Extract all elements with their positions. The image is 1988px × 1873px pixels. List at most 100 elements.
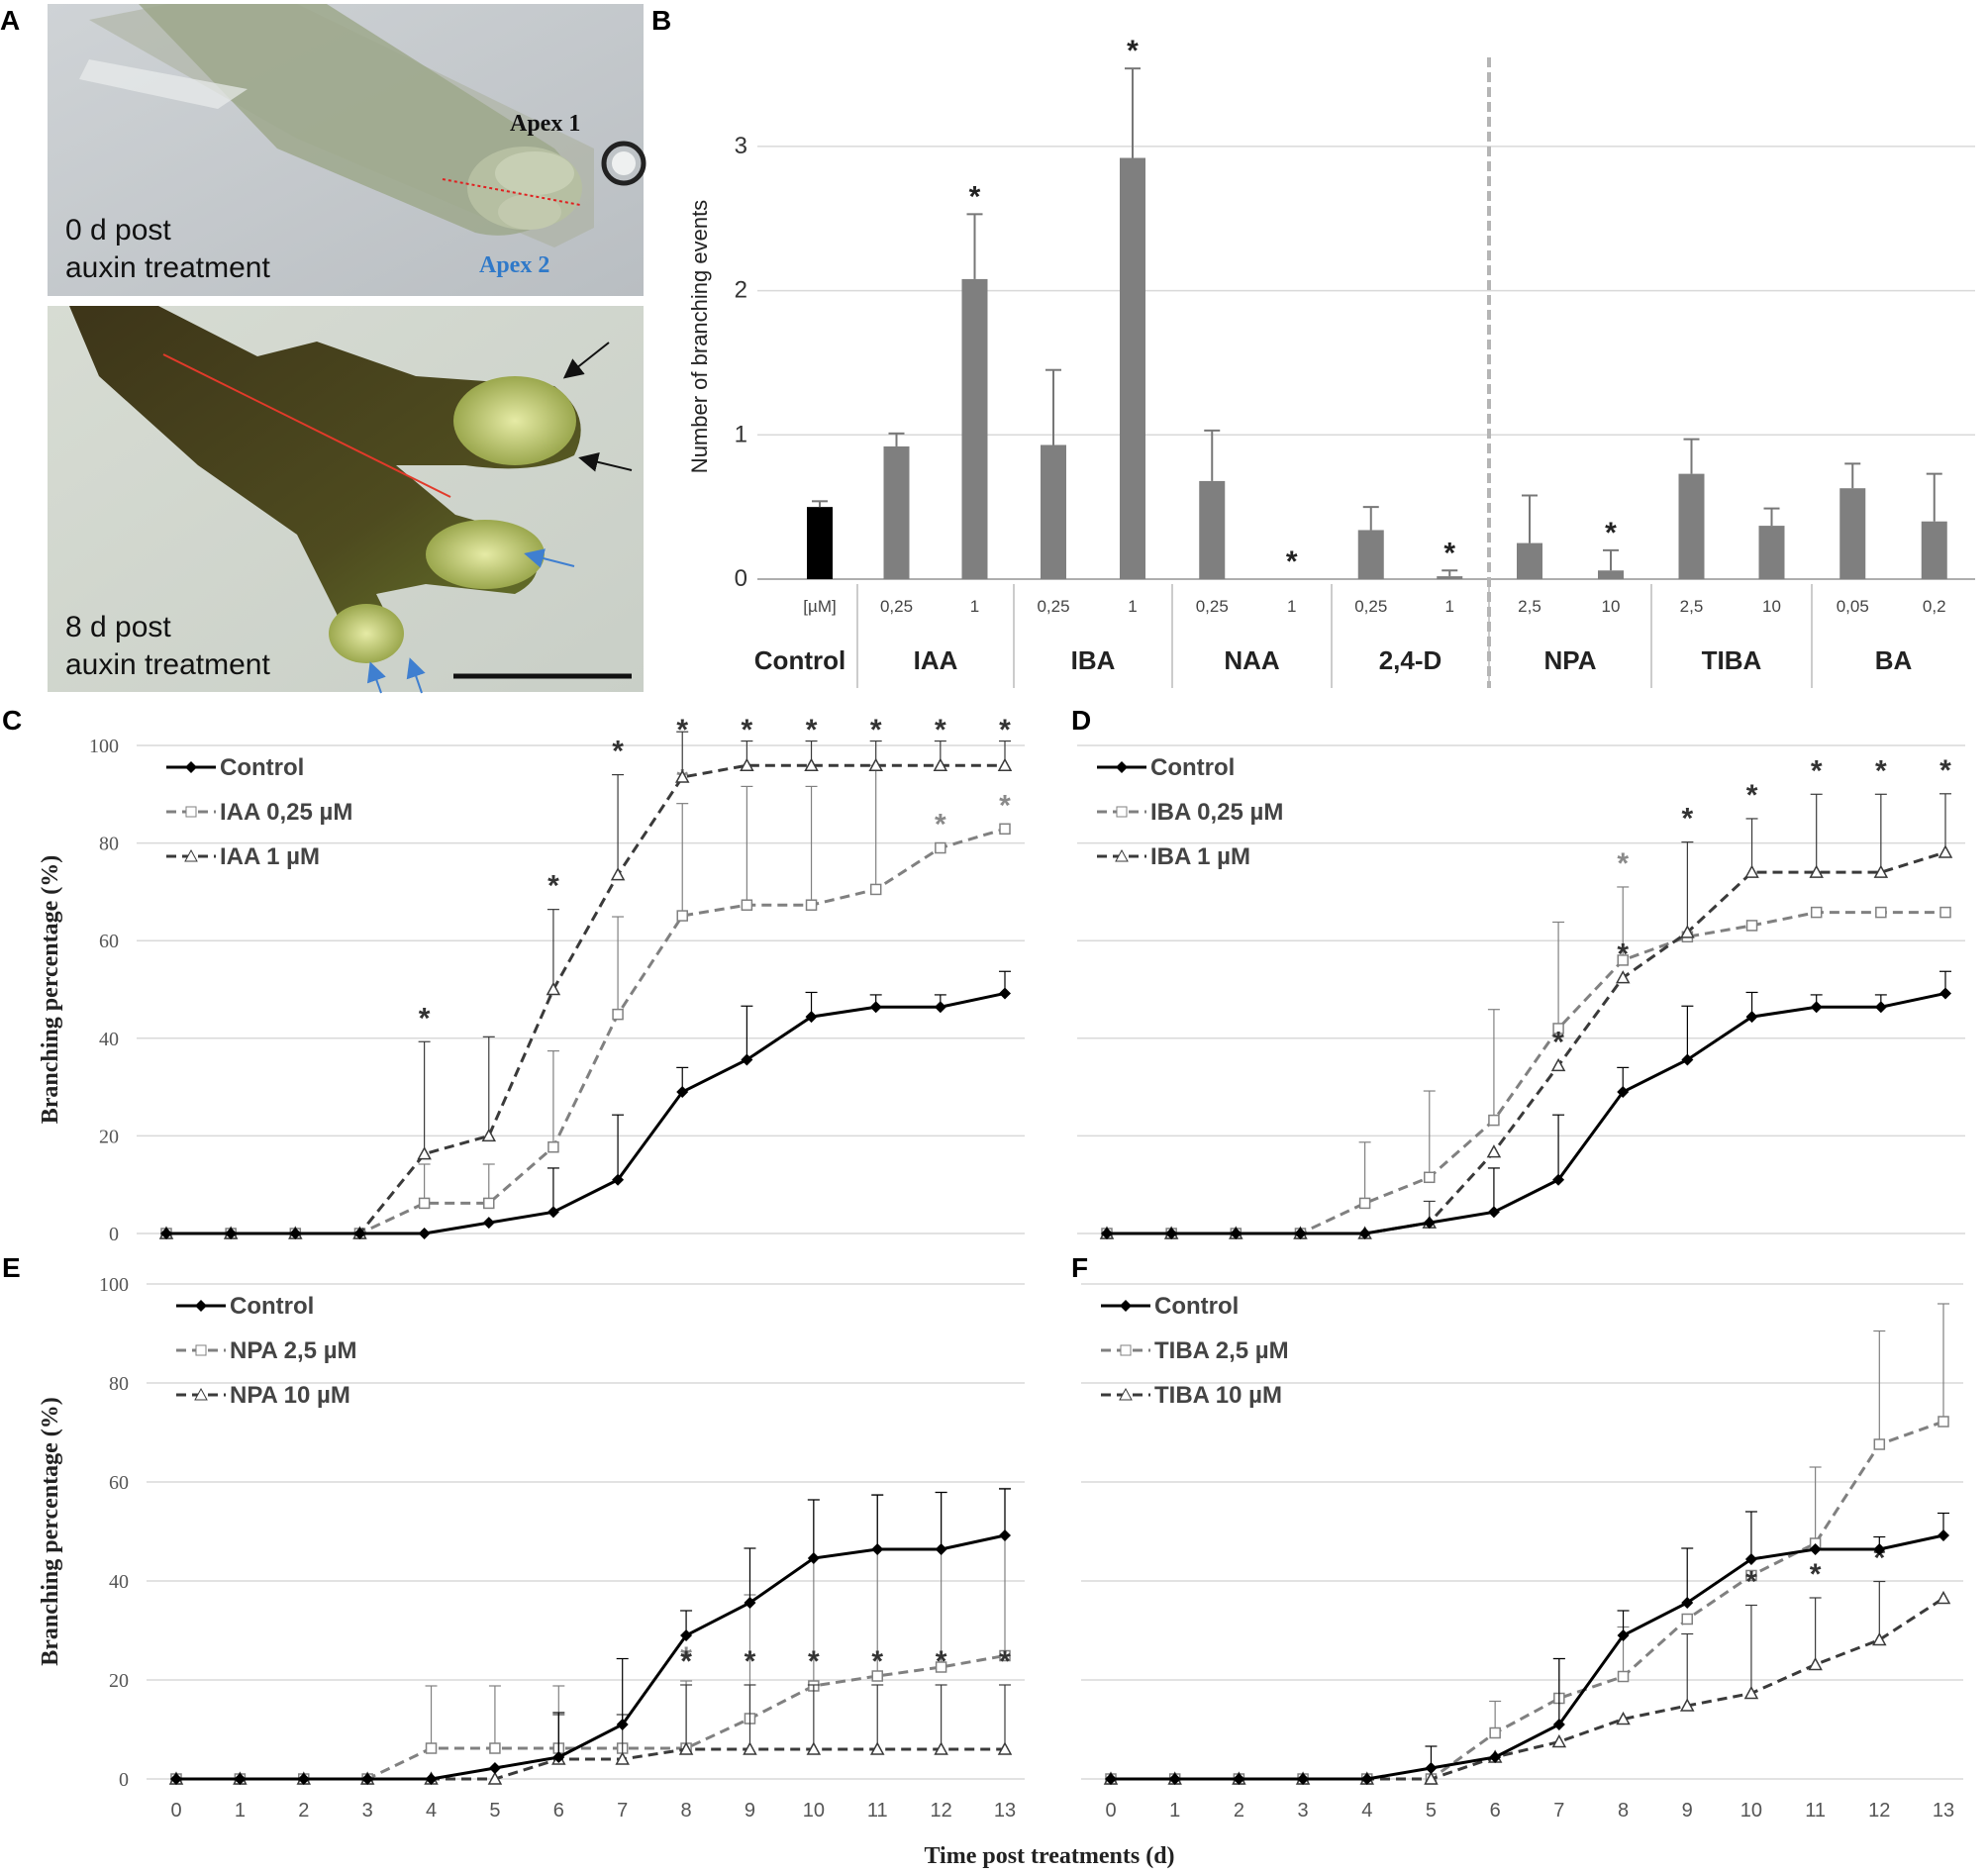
x-tick-label: 4 (1361, 1800, 1372, 1822)
group-label: IBA (1071, 645, 1116, 675)
significance-star: * (1605, 517, 1617, 549)
data-point (869, 1741, 885, 1755)
data-point (1617, 1629, 1630, 1641)
data-point (1810, 1001, 1823, 1014)
photo-top-caption-2: auxin treatment (65, 251, 270, 284)
data-point (1615, 970, 1631, 984)
y-tick-label: 1 (735, 421, 747, 447)
x-tick-label: 0 (170, 1800, 181, 1822)
concentration-label: 10 (1762, 597, 1781, 616)
group-label: NAA (1224, 645, 1280, 675)
data-point (999, 987, 1011, 1000)
data-point (547, 1140, 559, 1153)
data-point (1230, 1228, 1242, 1239)
series-line (1111, 1597, 1944, 1781)
data-point (1936, 1590, 1951, 1605)
data-point (1873, 1438, 1886, 1450)
legend-label: TIBA 10 µM (1154, 1382, 1282, 1409)
data-point (353, 1228, 366, 1239)
series-line (1111, 1533, 1944, 1781)
data-point (934, 1001, 946, 1014)
data-point (1938, 1416, 1949, 1428)
data-point (612, 1008, 624, 1021)
panel-label-e: E (2, 1252, 21, 1283)
panel-label-d: D (1071, 705, 1091, 736)
x-tick-label: 5 (1426, 1800, 1437, 1822)
data-point (868, 757, 883, 771)
group-label: 2,4-D (1379, 645, 1442, 675)
data-point (743, 1741, 757, 1755)
significance-star: * (745, 1645, 756, 1678)
x-tick-label: 8 (1618, 1800, 1629, 1822)
significance-star: * (1682, 803, 1694, 836)
x-tick-label: 1 (235, 1800, 246, 1822)
significance-star: * (1810, 1558, 1822, 1591)
x-tick-label: 6 (1490, 1800, 1501, 1822)
x-tick-label: 2 (298, 1800, 309, 1822)
panel-label-f: F (1071, 1252, 1088, 1283)
data-point (488, 1762, 501, 1774)
bar (1921, 521, 1947, 579)
concentration-label: 2,5 (1518, 597, 1541, 616)
legend-label: IBA 1 µM (1150, 843, 1250, 870)
data-point (1809, 1543, 1822, 1555)
series-line (166, 991, 1006, 1235)
x-tick-label: 10 (1740, 1800, 1762, 1822)
significance-star: * (1939, 754, 1951, 787)
data-point (1939, 906, 1951, 919)
x-tick-label: 7 (617, 1800, 628, 1822)
data-point (1425, 1762, 1438, 1774)
concentration-label: 0,25 (880, 597, 913, 616)
data-point (1358, 1228, 1371, 1239)
y-tick-label: 80 (99, 834, 119, 855)
data-point (935, 1543, 947, 1555)
y-tick-label: 0 (119, 1769, 129, 1791)
concentration-label: 1 (1445, 597, 1454, 616)
significance-star: * (969, 180, 981, 213)
legend-label: NPA 10 µM (230, 1382, 350, 1409)
data-point (1358, 1197, 1371, 1210)
data-point (1551, 1733, 1567, 1748)
x-tick-label: 9 (745, 1800, 755, 1822)
series-line (1107, 991, 1946, 1235)
significance-star: * (936, 1645, 947, 1678)
data-point (1875, 906, 1887, 919)
concentration-label: 0,05 (1837, 597, 1869, 616)
significance-star: * (612, 736, 624, 768)
data-point (1360, 1773, 1373, 1785)
data-point (1165, 1228, 1178, 1239)
legend-label: Control (1150, 754, 1235, 781)
significance-star: * (1617, 938, 1629, 971)
data-point (483, 1197, 495, 1210)
y-axis-title: Branching percentage (%) (38, 855, 63, 1125)
data-point (552, 1751, 565, 1763)
data-point (425, 1742, 438, 1754)
photo-top: Apex 1 Apex 2 0 d post auxin treatment (48, 4, 646, 296)
significance-star: * (680, 1641, 692, 1674)
data-point (425, 1773, 438, 1785)
data-point (676, 910, 688, 922)
data-point (1681, 1613, 1693, 1626)
panel-c-line-chart: C 0 20 40 60 80 100 Branching percentage (%) * *… (2, 705, 1025, 1245)
data-point (934, 1741, 948, 1755)
y-tick-label: 60 (99, 931, 119, 952)
legend-marker (1116, 761, 1128, 773)
panel-label-a: A (0, 5, 20, 36)
legend-label: NPA 2,5 µM (230, 1337, 357, 1364)
data-point (1552, 1719, 1565, 1730)
significance-star: * (935, 714, 946, 746)
legend-marker (1116, 806, 1128, 818)
data-point (1939, 987, 1951, 1000)
data-point (1873, 1543, 1886, 1555)
legend-marker (194, 1387, 208, 1401)
data-point (1550, 1057, 1566, 1072)
data-point (999, 1529, 1011, 1541)
significance-star: * (1127, 35, 1139, 67)
significance-star: * (999, 714, 1011, 746)
data-point (1616, 1711, 1631, 1725)
data-point (547, 1206, 559, 1219)
data-point (805, 899, 818, 911)
legend-label: Control (230, 1293, 314, 1320)
data-point (489, 1742, 501, 1754)
significance-star: * (1552, 1026, 1564, 1058)
